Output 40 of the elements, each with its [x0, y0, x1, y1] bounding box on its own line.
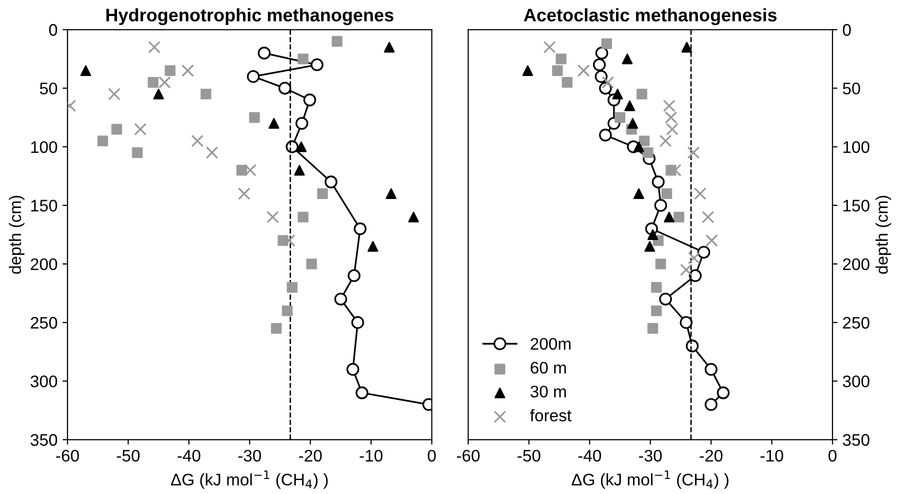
x-tick-label: -50: [518, 450, 540, 462]
y-tick-label: 200: [843, 258, 870, 270]
chart-title: Acetoclastic methanogenesis: [524, 8, 777, 26]
x-tick-label: -60: [456, 450, 480, 462]
x-tick-label: 0: [828, 450, 836, 462]
x-tick-label: -30: [238, 450, 262, 462]
y-axis-title: depth (cm): [8, 196, 24, 274]
x-tick-label: -30: [639, 450, 662, 462]
y-tick-label: 0: [842, 24, 851, 36]
x-axis-title: ΔG (kJ mol$^{−1}$ (CH$_{4}$) ): [572, 470, 728, 489]
y-axis-title: depth (cm): [876, 196, 892, 274]
y-tick-label: 300: [30, 375, 58, 388]
x-tick-label: -10: [760, 450, 784, 462]
y-tick-label: 150: [31, 200, 58, 212]
y-tick-label: 300: [842, 375, 870, 388]
y-tick-label: 0: [49, 24, 58, 36]
y-tick-label: 50: [40, 82, 58, 94]
y-tick-label: 350: [30, 434, 58, 446]
x-tick-label: -60: [56, 450, 79, 462]
x-tick-label: -40: [178, 450, 200, 462]
y-tick-label: 350: [842, 434, 870, 446]
y-tick-label: 250: [30, 316, 58, 329]
y-tick-label: 200: [30, 258, 58, 270]
legend-label: 30 m: [530, 386, 566, 398]
x-tick-label: -10: [360, 450, 382, 462]
x-axis-title: ΔG (kJ mol$^{−1}$ (CH$_{4}$) ): [170, 470, 328, 489]
y-tick-label: 50: [842, 82, 860, 94]
y-tick-label: 150: [843, 200, 870, 212]
x-tick-label: -20: [299, 450, 322, 462]
chart-title: Hydrogenotrophic methanogenes: [106, 8, 394, 26]
legend-label: 60 m: [530, 362, 566, 374]
legend-label: forest: [530, 409, 572, 422]
x-tick-label: -40: [578, 450, 602, 462]
y-tick-label: 100: [31, 141, 58, 153]
y-tick-label: 250: [843, 316, 870, 329]
x-tick-label: 0: [428, 450, 436, 462]
legend-label: 200m: [530, 338, 570, 350]
x-tick-label: -20: [700, 450, 722, 462]
x-tick-label: -50: [116, 450, 140, 462]
y-tick-label: 100: [843, 141, 870, 153]
